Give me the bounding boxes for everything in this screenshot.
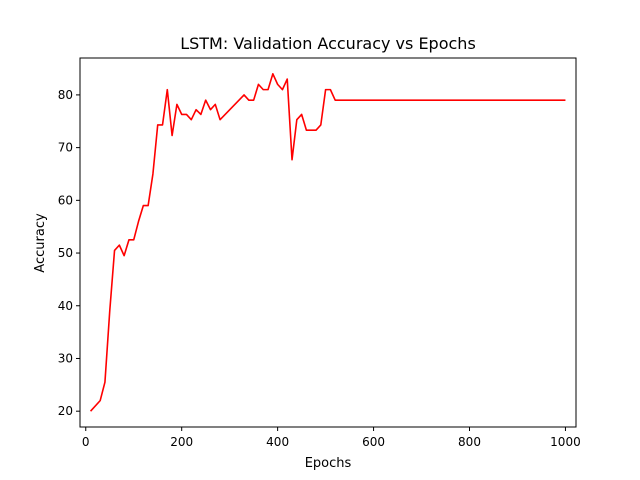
chart-title: LSTM: Validation Accuracy vs Epochs: [180, 34, 476, 53]
x-tick-label: 800: [458, 435, 481, 449]
y-tick-label: 30: [58, 351, 73, 365]
series-line-0: [89, 73, 566, 412]
axes-frame: [79, 57, 577, 428]
y-tick-label: 70: [58, 141, 73, 155]
y-axis-label: Accuracy: [33, 213, 48, 273]
y-tick-label: 50: [58, 246, 73, 260]
axes-border: [79, 57, 577, 428]
axis-ticks: 0 200 400 600 800 1000 20 30 40 50 60 70 80: [58, 88, 581, 449]
x-tick-label: 200: [170, 435, 193, 449]
x-tick-label: 400: [266, 435, 289, 449]
x-tick-label: 0: [82, 435, 90, 449]
y-tick-label: 60: [58, 193, 73, 207]
x-tick-label: 600: [362, 435, 385, 449]
plot-area: [89, 73, 566, 412]
y-tick-label: 80: [58, 88, 73, 102]
y-tick-label: 20: [58, 404, 73, 418]
x-tick-label: 1000: [550, 435, 581, 449]
y-tick-label: 40: [58, 299, 73, 313]
x-axis-label: Epochs: [305, 456, 352, 471]
